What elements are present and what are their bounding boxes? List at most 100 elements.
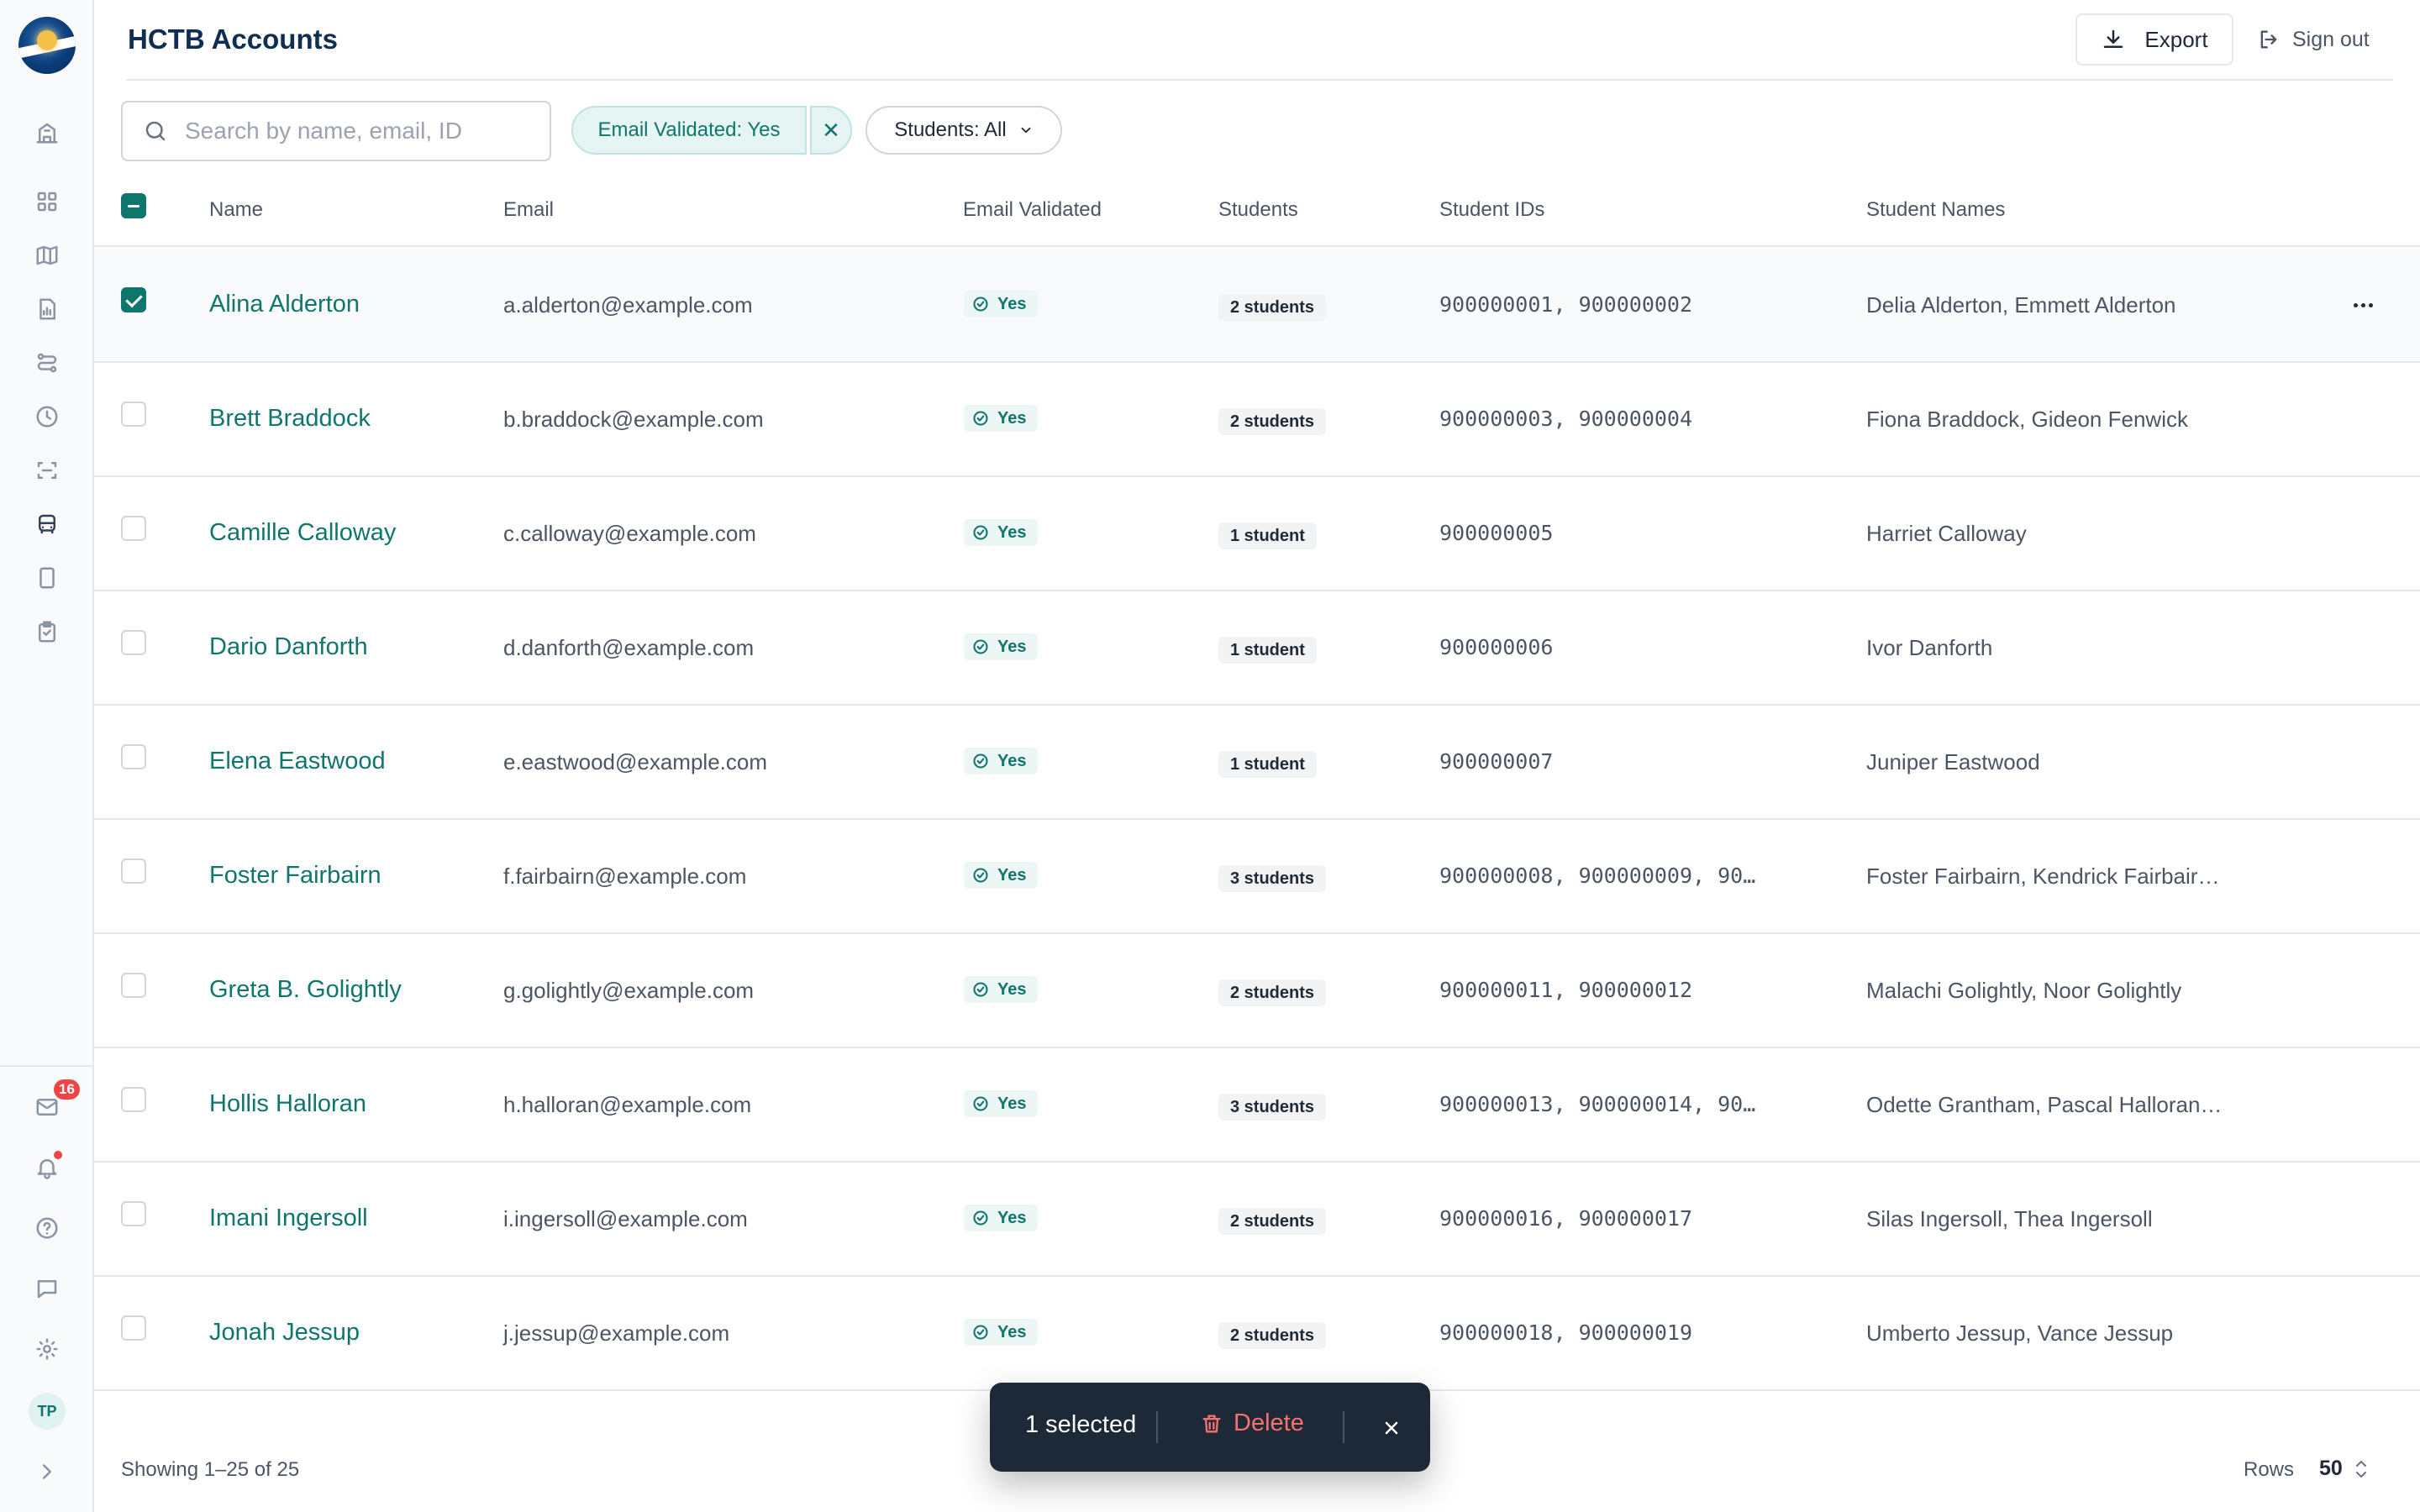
notification-dot (54, 1151, 62, 1159)
row-checkbox[interactable] (121, 744, 146, 769)
row-checkbox[interactable] (121, 973, 146, 998)
table-row[interactable]: Greta B. Golightly g.golightly@example.co… (94, 934, 2420, 1048)
app-logo[interactable] (18, 17, 76, 74)
column-header-email-validated[interactable]: Email Validated (963, 198, 1102, 221)
row-checkbox[interactable] (121, 858, 146, 884)
check-circle-icon (972, 296, 989, 312)
select-all-checkbox[interactable] (121, 193, 146, 218)
dashboard-icon[interactable] (34, 188, 60, 215)
mail-icon[interactable] (34, 1094, 60, 1121)
student-names: Ivor Danforth (1866, 635, 1993, 660)
column-header-student-ids[interactable]: Student IDs (1439, 198, 1545, 221)
row-checkbox[interactable] (121, 1201, 146, 1226)
account-name-link[interactable]: Greta B. Golightly (209, 976, 402, 1003)
email-validated-badge: Yes (964, 748, 1039, 774)
routes-icon[interactable] (34, 349, 60, 376)
chevron-down-icon (1021, 127, 1031, 134)
email-validated-value: Yes (997, 751, 1027, 770)
account-email: d.danforth@example.com (503, 635, 755, 660)
page-title: HCTB Accounts (128, 24, 338, 55)
search-input[interactable] (185, 118, 521, 144)
filter-chip-email-validated[interactable]: Email Validated: Yes (571, 106, 807, 155)
check-circle-icon (972, 753, 989, 769)
rows-per-page-select[interactable]: 50 (2319, 1457, 2370, 1481)
table-row[interactable]: Elena Eastwood e.eastwood@example.com Yes 1… (94, 706, 2420, 820)
column-header-students[interactable]: Students (1218, 198, 1298, 221)
column-header-student-names[interactable]: Student Names (1866, 198, 2006, 221)
account-name-link[interactable]: Hollis Halloran (209, 1090, 366, 1117)
students-count-badge: 2 students (1218, 1322, 1327, 1349)
close-icon[interactable]: ✕ (810, 106, 852, 155)
account-name-link[interactable]: Imani Ingersoll (209, 1205, 368, 1231)
device-icon[interactable] (34, 564, 60, 591)
column-header-email[interactable]: Email (503, 198, 555, 221)
students-count-badge: 1 student (1218, 637, 1317, 664)
bell-icon[interactable] (34, 1154, 60, 1181)
student-names: Silas Ingersoll, Thea Ingersoll (1866, 1206, 2153, 1231)
delete-label: Delete (1234, 1410, 1304, 1436)
students-count-badge: 3 students (1218, 1094, 1327, 1121)
column-header-name[interactable]: Name (209, 198, 264, 221)
row-checkbox[interactable] (121, 1315, 146, 1341)
table-row[interactable]: Dario Danforth d.danforth@example.com Yes 1… (94, 591, 2420, 706)
check-circle-icon (972, 1095, 989, 1112)
email-validated-value: Yes (997, 1094, 1027, 1113)
table-row[interactable]: Camille Calloway c.calloway@example.com Ye… (94, 477, 2420, 591)
sign-out-button[interactable]: Sign out (2257, 13, 2370, 66)
report-icon[interactable] (34, 296, 60, 323)
sign-out-label: Sign out (2292, 27, 2370, 51)
account-name-link[interactable]: Jonah Jessup (209, 1319, 360, 1346)
export-button[interactable]: Export (2075, 13, 2233, 66)
table-row[interactable]: Alina Alderton a.alderton@example.com Yes 2… (94, 249, 2420, 363)
row-checkbox[interactable] (121, 516, 146, 541)
checklist-icon[interactable] (34, 618, 60, 645)
row-checkbox[interactable] (121, 402, 146, 427)
mail-badge: 16 (52, 1078, 82, 1101)
table-row[interactable]: Foster Fairbairn f.fairbairn@example.com Y… (94, 820, 2420, 934)
email-validated-value: Yes (997, 865, 1027, 885)
more-options-icon[interactable] (2346, 292, 2380, 318)
account-name-link[interactable]: Brett Braddock (209, 405, 371, 432)
help-icon[interactable] (34, 1215, 60, 1242)
account-email: g.golightly@example.com (503, 978, 755, 1003)
student-names: Fiona Braddock, Gideon Fenwick (1866, 407, 2188, 432)
account-name-link[interactable]: Camille Calloway (209, 519, 397, 546)
scan-icon[interactable] (34, 457, 60, 484)
check-circle-icon (972, 1210, 989, 1226)
chat-icon[interactable] (34, 1275, 60, 1302)
account-name-link[interactable]: Dario Danforth (209, 633, 368, 660)
table-row[interactable]: Jonah Jessup j.jessup@example.com Yes 2 stu… (94, 1277, 2420, 1391)
students-count-badge: 2 students (1218, 979, 1327, 1006)
table-row[interactable]: Hollis Halloran h.halloran@example.com Yes… (94, 1048, 2420, 1163)
bus-icon[interactable] (34, 511, 60, 538)
map-icon[interactable] (34, 242, 60, 269)
row-checkbox[interactable] (121, 630, 146, 655)
email-validated-value: Yes (997, 1322, 1027, 1341)
account-name-link[interactable]: Elena Eastwood (209, 748, 386, 774)
clear-selection-button[interactable] (1375, 1411, 1408, 1445)
chevron-right-icon[interactable] (34, 1458, 60, 1485)
student-ids: 900000001, 900000002 (1439, 292, 1693, 317)
row-checkbox[interactable] (121, 287, 146, 312)
student-ids: 900000008, 900000009, 90… (1439, 864, 1756, 888)
school-icon[interactable] (34, 119, 60, 146)
account-name-link[interactable]: Foster Fairbairn (209, 862, 381, 889)
student-names: Umberto Jessup, Vance Jessup (1866, 1320, 2174, 1346)
history-icon[interactable] (34, 403, 60, 430)
gear-icon[interactable] (34, 1336, 60, 1362)
account-email: c.calloway@example.com (503, 521, 756, 546)
students-count-badge: 2 students (1218, 1208, 1327, 1235)
avatar[interactable]: TP (29, 1393, 66, 1430)
email-validated-badge: Yes (964, 405, 1039, 432)
delete-button[interactable]: Delete (1200, 1410, 1304, 1437)
selection-action-bar: 1 selected Delete (990, 1383, 1430, 1472)
selection-bar-divider (1156, 1411, 1158, 1443)
filter-chip-students[interactable]: Students: All (865, 106, 1062, 155)
trash-icon (1202, 1415, 1221, 1432)
table-row[interactable]: Brett Braddock b.braddock@example.com Yes 2… (94, 363, 2420, 477)
check-circle-icon (972, 1324, 989, 1341)
students-count-badge: 3 students (1218, 865, 1327, 892)
row-checkbox[interactable] (121, 1087, 146, 1112)
account-name-link[interactable]: Alina Alderton (209, 291, 360, 318)
table-row[interactable]: Imani Ingersoll i.ingersoll@example.com Ye… (94, 1163, 2420, 1277)
